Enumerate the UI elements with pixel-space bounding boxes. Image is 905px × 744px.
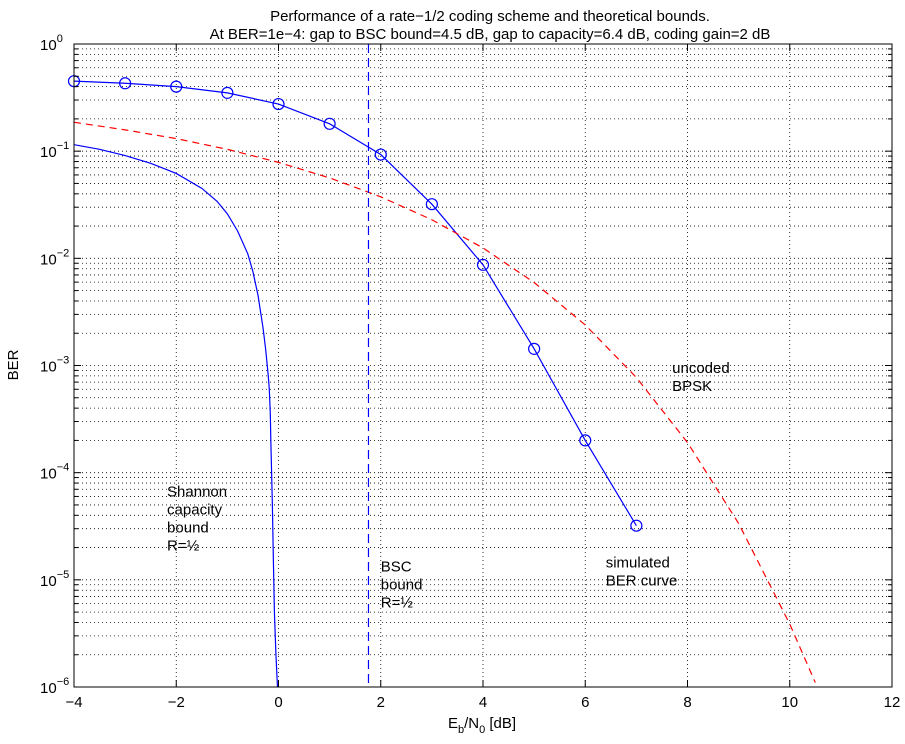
y-tick-label: 100 — [40, 33, 63, 54]
x-tick-label: 12 — [884, 694, 901, 711]
x-tick-label: 6 — [581, 694, 589, 711]
x-label-sub1: b — [458, 724, 464, 736]
axis-ticks: −4 −2 0 2 4 6 8 10 12 10−6 10−5 10−4 10−3 10−2 10−1 100 — [40, 33, 900, 711]
series-point-simulated — [170, 80, 183, 93]
series-point-simulated — [374, 148, 387, 161]
annotation-simulated_label: simulated BER curve — [606, 555, 678, 590]
x-tick-label: 2 — [377, 694, 385, 711]
y-tick-label: 10−1 — [40, 140, 69, 161]
series-layer — [67, 44, 816, 687]
x-tick-label: 4 — [479, 694, 487, 711]
series-point-simulated — [221, 86, 234, 99]
series-point-simulated — [476, 258, 490, 271]
annotations: Shannon capacity bound R=½ BSC bound R=½ simula… — [167, 360, 730, 611]
series-line-uncoded — [74, 121, 816, 683]
series-point-simulated — [323, 117, 336, 130]
series-point-simulated — [119, 77, 132, 90]
x-label-tail: [dB] — [485, 715, 516, 732]
y-axis-label: BER — [5, 349, 22, 380]
x-tick-label: 10 — [781, 694, 798, 711]
series-point-simulated — [528, 342, 541, 355]
y-tick-label: 10−3 — [40, 355, 69, 376]
x-label-main: E — [448, 715, 458, 732]
series-line-shannon — [74, 144, 279, 687]
y-tick-label: 10−4 — [40, 462, 69, 483]
series-point-simulated — [272, 97, 285, 111]
series-point-simulated — [630, 519, 643, 532]
series-point-simulated — [425, 198, 438, 211]
y-tick-label: 10−6 — [40, 676, 69, 697]
x-axis-label: Eb/N0 [dB] — [448, 715, 516, 736]
chart-title: Performance of a rate−1/2 coding scheme … — [270, 8, 710, 25]
x-tick-label: 0 — [274, 694, 282, 711]
y-tick-label: 10−5 — [40, 569, 69, 590]
annotation-uncoded_label: uncoded BPSK — [672, 360, 730, 395]
x-tick-label: 8 — [683, 694, 691, 711]
annotation-shannon_label: Shannon capacity bound R=½ — [167, 483, 227, 554]
x-tick-label: −2 — [168, 694, 185, 711]
annotation-bsc_label: BSC bound R=½ — [381, 558, 423, 611]
grid-lines — [74, 44, 892, 687]
chart-subtitle: At BER=1e−4: gap to BSC bound=4.5 dB, ga… — [210, 26, 771, 43]
x-tick-label: −4 — [65, 694, 82, 711]
y-tick-label: 10−2 — [40, 247, 69, 268]
series-point-simulated — [579, 434, 592, 447]
x-label-sub2: 0 — [479, 724, 485, 736]
series-line-simulated — [74, 80, 637, 527]
x-label-mid: /N — [464, 715, 479, 732]
